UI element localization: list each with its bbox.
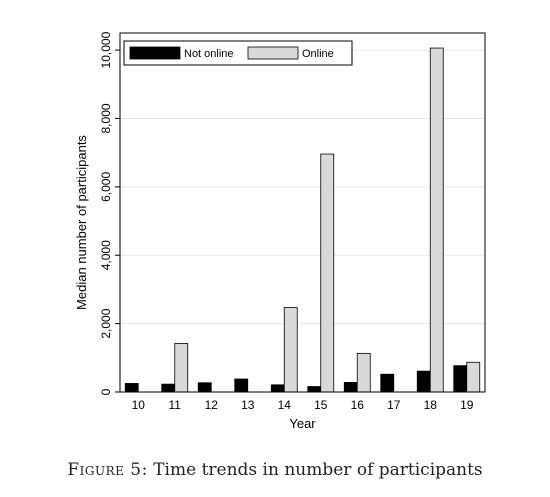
bar-online [320,153,335,393]
y-tick-label: 10,000 [99,31,113,68]
bar-online [356,352,371,393]
y-axis: 0 2,000 4,000 6,000 8,000 10,000 [99,31,120,395]
x-tick-label: 13 [241,398,255,412]
bar-not-online [161,383,176,393]
x-axis-title: Year [289,416,316,431]
x-tick-label: 16 [351,398,365,412]
x-tick-label: 11 [169,398,182,412]
bar-not-online [343,382,358,393]
bar-online [174,343,189,393]
x-tick-label: 14 [278,398,292,412]
bar-chart: 0 2,000 4,000 6,000 8,000 10,000 10 11 12 13 14 15… [74,31,486,431]
y-tick-label: 4,000 [99,240,113,270]
bar-online [429,47,444,393]
legend-swatch-online [247,46,299,60]
figure-caption-text: Time trends in number of participants [153,460,483,480]
figure-label: Figure 5: [67,460,148,480]
y-tick-label: 8,000 [99,103,113,133]
legend-swatch-not-online [129,46,181,60]
x-tick-label: 10 [132,398,146,412]
y-tick-label: 6,000 [99,172,113,202]
x-tick-label: 19 [460,398,474,412]
y-axis-title: Median number of participants [74,135,89,310]
bar-not-online [307,386,322,393]
legend-label-not-online: Not online [184,48,234,60]
bar-not-online [124,383,139,393]
bar-not-online [234,378,249,393]
bar-not-online [380,373,395,393]
legend-label-online: Online [302,48,334,60]
bar-not-online [453,365,468,393]
figure-caption: Figure 5: Time trends in number of parti… [0,460,550,480]
plot-frame [119,32,486,393]
bar-not-online [416,370,431,393]
x-tick-label: 12 [205,398,219,412]
x-tick-label: 18 [424,398,438,412]
bar-not-online [270,384,285,393]
bar-online [283,307,298,393]
x-tick-label: 15 [314,398,328,412]
x-tick-label: 17 [387,398,401,412]
bar-not-online [197,382,212,393]
x-axis: 10 11 12 13 14 15 16 17 18 19 [132,398,474,412]
bars [124,47,481,393]
y-tick-label: 0 [99,388,113,395]
bar-online [466,361,481,393]
legend: Not online Online [123,40,353,66]
y-tick-label: 2,000 [99,308,113,338]
